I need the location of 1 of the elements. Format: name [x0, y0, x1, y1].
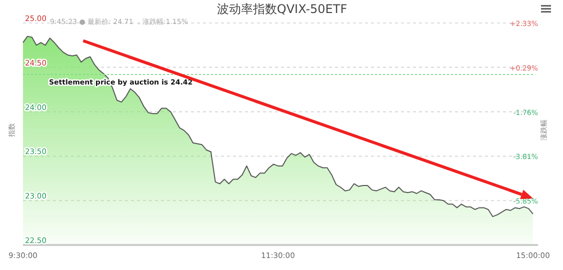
chart-title: 波动率指数QVIX-50ETF — [216, 2, 348, 16]
